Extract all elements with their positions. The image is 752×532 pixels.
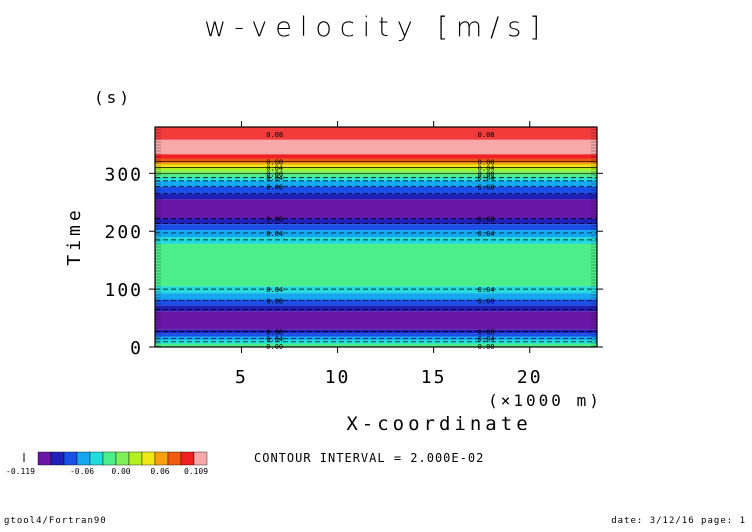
contour-label: 0.08 — [266, 184, 283, 192]
color-band — [155, 173, 597, 178]
contour-label: 0.00 — [266, 170, 283, 178]
colorbar-swatch — [193, 451, 208, 466]
x-tick-label: 20 — [517, 367, 543, 388]
color-band — [155, 180, 597, 187]
color-band — [155, 311, 597, 330]
contour-interval-label: CONTOUR INTERVAL = 2.000E-02 — [254, 451, 485, 465]
colorbar-swatch — [154, 451, 169, 466]
contour-label: 0.04 — [266, 165, 283, 173]
colorbar-tick-label: -0.06 — [70, 467, 94, 476]
color-band — [155, 224, 597, 231]
y-axis-label: Time — [64, 206, 85, 265]
colorbar-swatch — [115, 451, 130, 466]
colorbar-swatch — [128, 451, 143, 466]
contour-label: 0.08 — [478, 184, 495, 192]
contour-label: 0.04 — [266, 230, 283, 238]
color-band — [155, 193, 597, 200]
colorbar-swatch — [89, 451, 104, 466]
color-band — [155, 199, 597, 219]
y-tick-label: 100 — [104, 280, 143, 301]
color-band — [155, 177, 597, 181]
contour-label: 0.00 — [478, 170, 495, 178]
color-band — [155, 127, 597, 140]
contour-label: 0.04 — [266, 174, 283, 182]
color-band — [155, 158, 597, 162]
contour-label: 0.08 — [266, 298, 283, 306]
contour-label: 0.08 — [266, 159, 283, 167]
colorbar-swatch — [76, 451, 91, 466]
colorbar-min-label: -0.119 — [6, 467, 35, 476]
color-band — [155, 299, 597, 306]
color-band — [155, 167, 597, 171]
contour-label: 0.08 — [266, 131, 283, 139]
x-tick-label: 5 — [235, 367, 248, 388]
contour-label: 0.08 — [478, 298, 495, 306]
footer-program: gtool4/Fortran90 — [4, 516, 107, 526]
colorbar-swatch — [37, 451, 52, 466]
color-band — [155, 343, 597, 347]
y-tick-label: 200 — [104, 222, 143, 243]
contour-label: 0.04 — [478, 230, 495, 238]
y-tick-label: 0 — [130, 338, 143, 359]
color-band — [155, 154, 597, 159]
color-band — [155, 186, 597, 194]
plot-frame — [154, 126, 598, 348]
x-axis-label: X-coordinate — [346, 413, 531, 435]
color-band — [155, 286, 597, 294]
colorbar-swatch — [180, 451, 195, 466]
color-band — [155, 139, 597, 155]
color-band — [155, 305, 597, 312]
contour-label: 0.04 — [478, 174, 495, 182]
y-tick-label: 300 — [104, 164, 143, 185]
color-band — [155, 164, 597, 168]
contour-label: 0.08 — [266, 328, 283, 336]
x-tick-label: 15 — [421, 367, 447, 388]
x-axis-unit: (×1000 m) — [488, 391, 602, 410]
colorbar-tick-label: 0.109 — [184, 467, 208, 476]
chart-title: w-velocity [m/s] — [204, 12, 548, 43]
x-tick-label: 10 — [325, 367, 351, 388]
color-band — [155, 333, 597, 337]
contour-label: 0.04 — [478, 165, 495, 173]
footer-date: date: 3/12/16 page: 1 — [611, 516, 746, 526]
colorbar-swatch — [102, 451, 117, 466]
contour-label: 0.08 — [478, 159, 495, 167]
colorbar-swatch — [50, 451, 65, 466]
colorbar-tick-label: 0.00 — [111, 467, 130, 476]
color-band — [155, 293, 597, 300]
contour-label: 0.04 — [266, 286, 283, 294]
color-band — [155, 218, 597, 225]
color-band — [155, 170, 597, 174]
color-band — [155, 243, 597, 287]
contour-label: 0.04 — [266, 335, 283, 343]
colorbar-swatch — [63, 451, 78, 466]
colorbar-tick-label: 0.06 — [150, 467, 169, 476]
contour-label: 0.08 — [266, 215, 283, 223]
contour-label: 0.08 — [478, 215, 495, 223]
y-axis-unit: (s) — [94, 88, 132, 107]
contour-label: 0.04 — [478, 286, 495, 294]
contour-label: 0.08 — [478, 328, 495, 336]
colorbar-swatch — [141, 451, 156, 466]
colorbar-swatch — [167, 451, 182, 466]
color-band — [155, 161, 597, 165]
color-band — [155, 230, 597, 237]
contour-label: 0.04 — [478, 335, 495, 343]
color-band — [155, 237, 597, 244]
contour-label: 0.08 — [478, 131, 495, 139]
